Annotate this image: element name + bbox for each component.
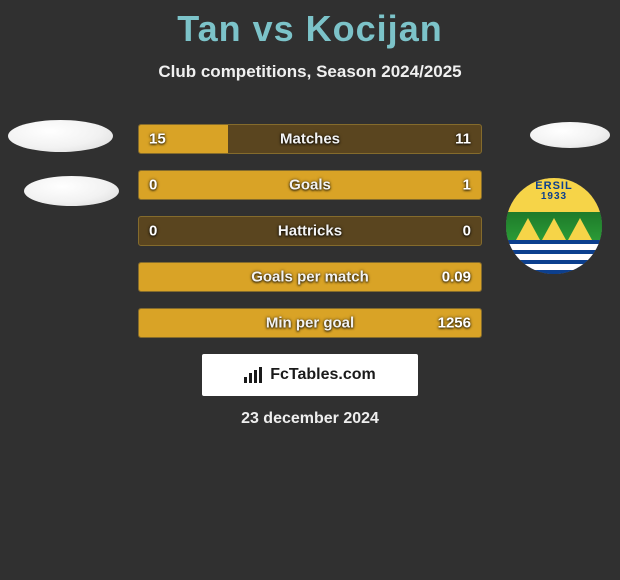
crest-waves	[506, 240, 602, 274]
right-player-logo-1	[530, 122, 610, 148]
crest-mid	[506, 212, 602, 240]
stat-label: Goals per match	[139, 269, 481, 286]
footer-date: 23 december 2024	[0, 410, 620, 428]
left-player-logo-2	[24, 176, 119, 206]
stat-label: Min per goal	[139, 315, 481, 332]
stat-label: Goals	[139, 177, 481, 194]
page-title: Tan vs Kocijan	[0, 0, 620, 50]
stat-label: Hattricks	[139, 223, 481, 240]
stat-bar: 00Hattricks	[138, 216, 482, 246]
stat-label: Matches	[139, 131, 481, 148]
crest-year: 1933	[506, 191, 602, 202]
crest-top: ERSIL 1933	[506, 178, 602, 212]
right-player-crest: ERSIL 1933	[506, 178, 602, 274]
page-subtitle: Club competitions, Season 2024/2025	[0, 62, 620, 82]
left-player-logo-1	[8, 120, 113, 152]
bar-chart-icon	[244, 367, 264, 383]
stats-bars: 1511Matches 01Goals 00Hattricks 0.09Goals p…	[138, 124, 482, 354]
stat-bar: 1511Matches	[138, 124, 482, 154]
watermark[interactable]: FcTables.com	[202, 354, 418, 396]
stat-bar: 1256Min per goal	[138, 308, 482, 338]
watermark-text: FcTables.com	[270, 366, 376, 384]
stat-bar: 0.09Goals per match	[138, 262, 482, 292]
stat-bar: 01Goals	[138, 170, 482, 200]
